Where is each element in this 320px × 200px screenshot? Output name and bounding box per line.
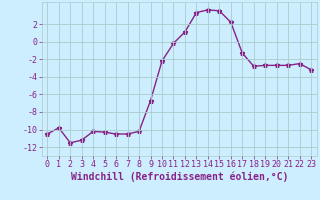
X-axis label: Windchill (Refroidissement éolien,°C): Windchill (Refroidissement éolien,°C)	[70, 172, 288, 182]
